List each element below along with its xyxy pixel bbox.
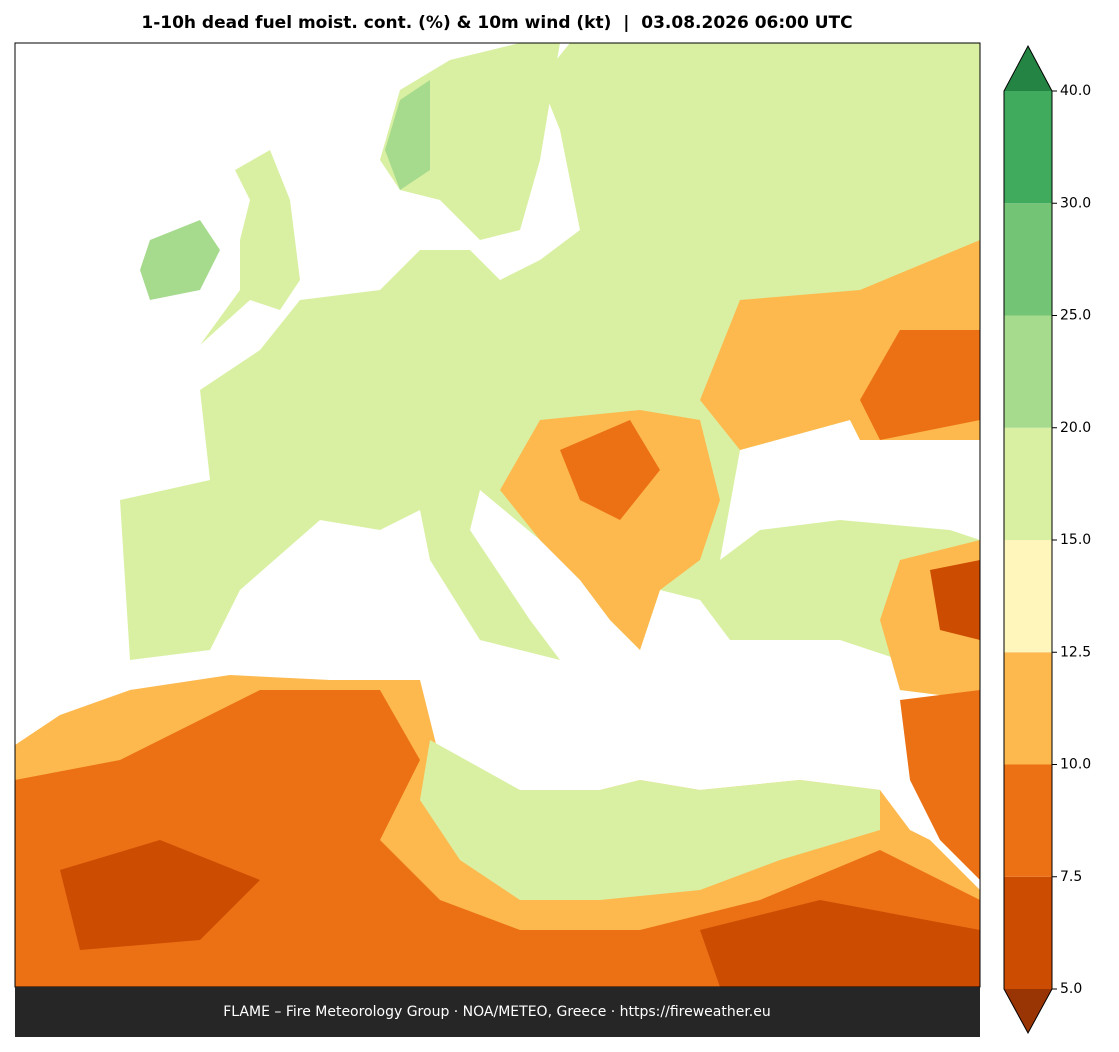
colorbar-over	[1004, 46, 1052, 91]
land	[860, 330, 980, 440]
colorbar-tick-label: 25.0	[1060, 308, 1091, 324]
colorbar-tick-label: 40.0	[1060, 83, 1091, 99]
colorbar-under	[1004, 989, 1052, 1033]
colorbar-segment	[1004, 876, 1052, 989]
land	[60, 840, 260, 950]
land	[140, 220, 220, 300]
colorbar-segment	[1004, 203, 1052, 316]
colorbar-tick-label: 30.0	[1060, 195, 1091, 211]
colorbar-tick-label: 12.5	[1060, 644, 1091, 660]
land	[900, 690, 980, 880]
land	[120, 43, 980, 700]
land	[200, 150, 300, 345]
map-title: 1-10h dead fuel moist. cont. (%) & 10m w…	[141, 13, 852, 33]
colorbar-segment	[1004, 427, 1052, 540]
land	[930, 560, 980, 640]
land	[420, 740, 880, 900]
footer-text: FLAME – Fire Meteorology Group · NOA/MET…	[223, 1004, 771, 1020]
colorbar-segment	[1004, 91, 1052, 204]
footer-bar	[15, 987, 980, 1037]
land	[500, 410, 720, 650]
colorbar-tick-label: 5.0	[1060, 981, 1082, 997]
colorbar-segment	[1004, 764, 1052, 877]
map	[14, 42, 981, 988]
land	[560, 420, 660, 520]
colorbar-segment	[1004, 540, 1052, 653]
colorbar-tick-label: 7.5	[1060, 869, 1082, 885]
land	[385, 80, 430, 190]
colorbar-segment	[1004, 315, 1052, 428]
colorbar-segment	[1004, 652, 1052, 765]
colorbar-tick-label: 10.0	[1060, 757, 1091, 773]
colorbar: 5.0 7.5 10.0 12.5 15.0 20.0 25.0 30.0 40.0	[1003, 44, 1091, 1035]
land	[15, 690, 980, 987]
colorbar-tick-label: 15.0	[1060, 532, 1091, 548]
colorbar-tick-label: 20.0	[1060, 420, 1091, 436]
land	[700, 900, 980, 987]
